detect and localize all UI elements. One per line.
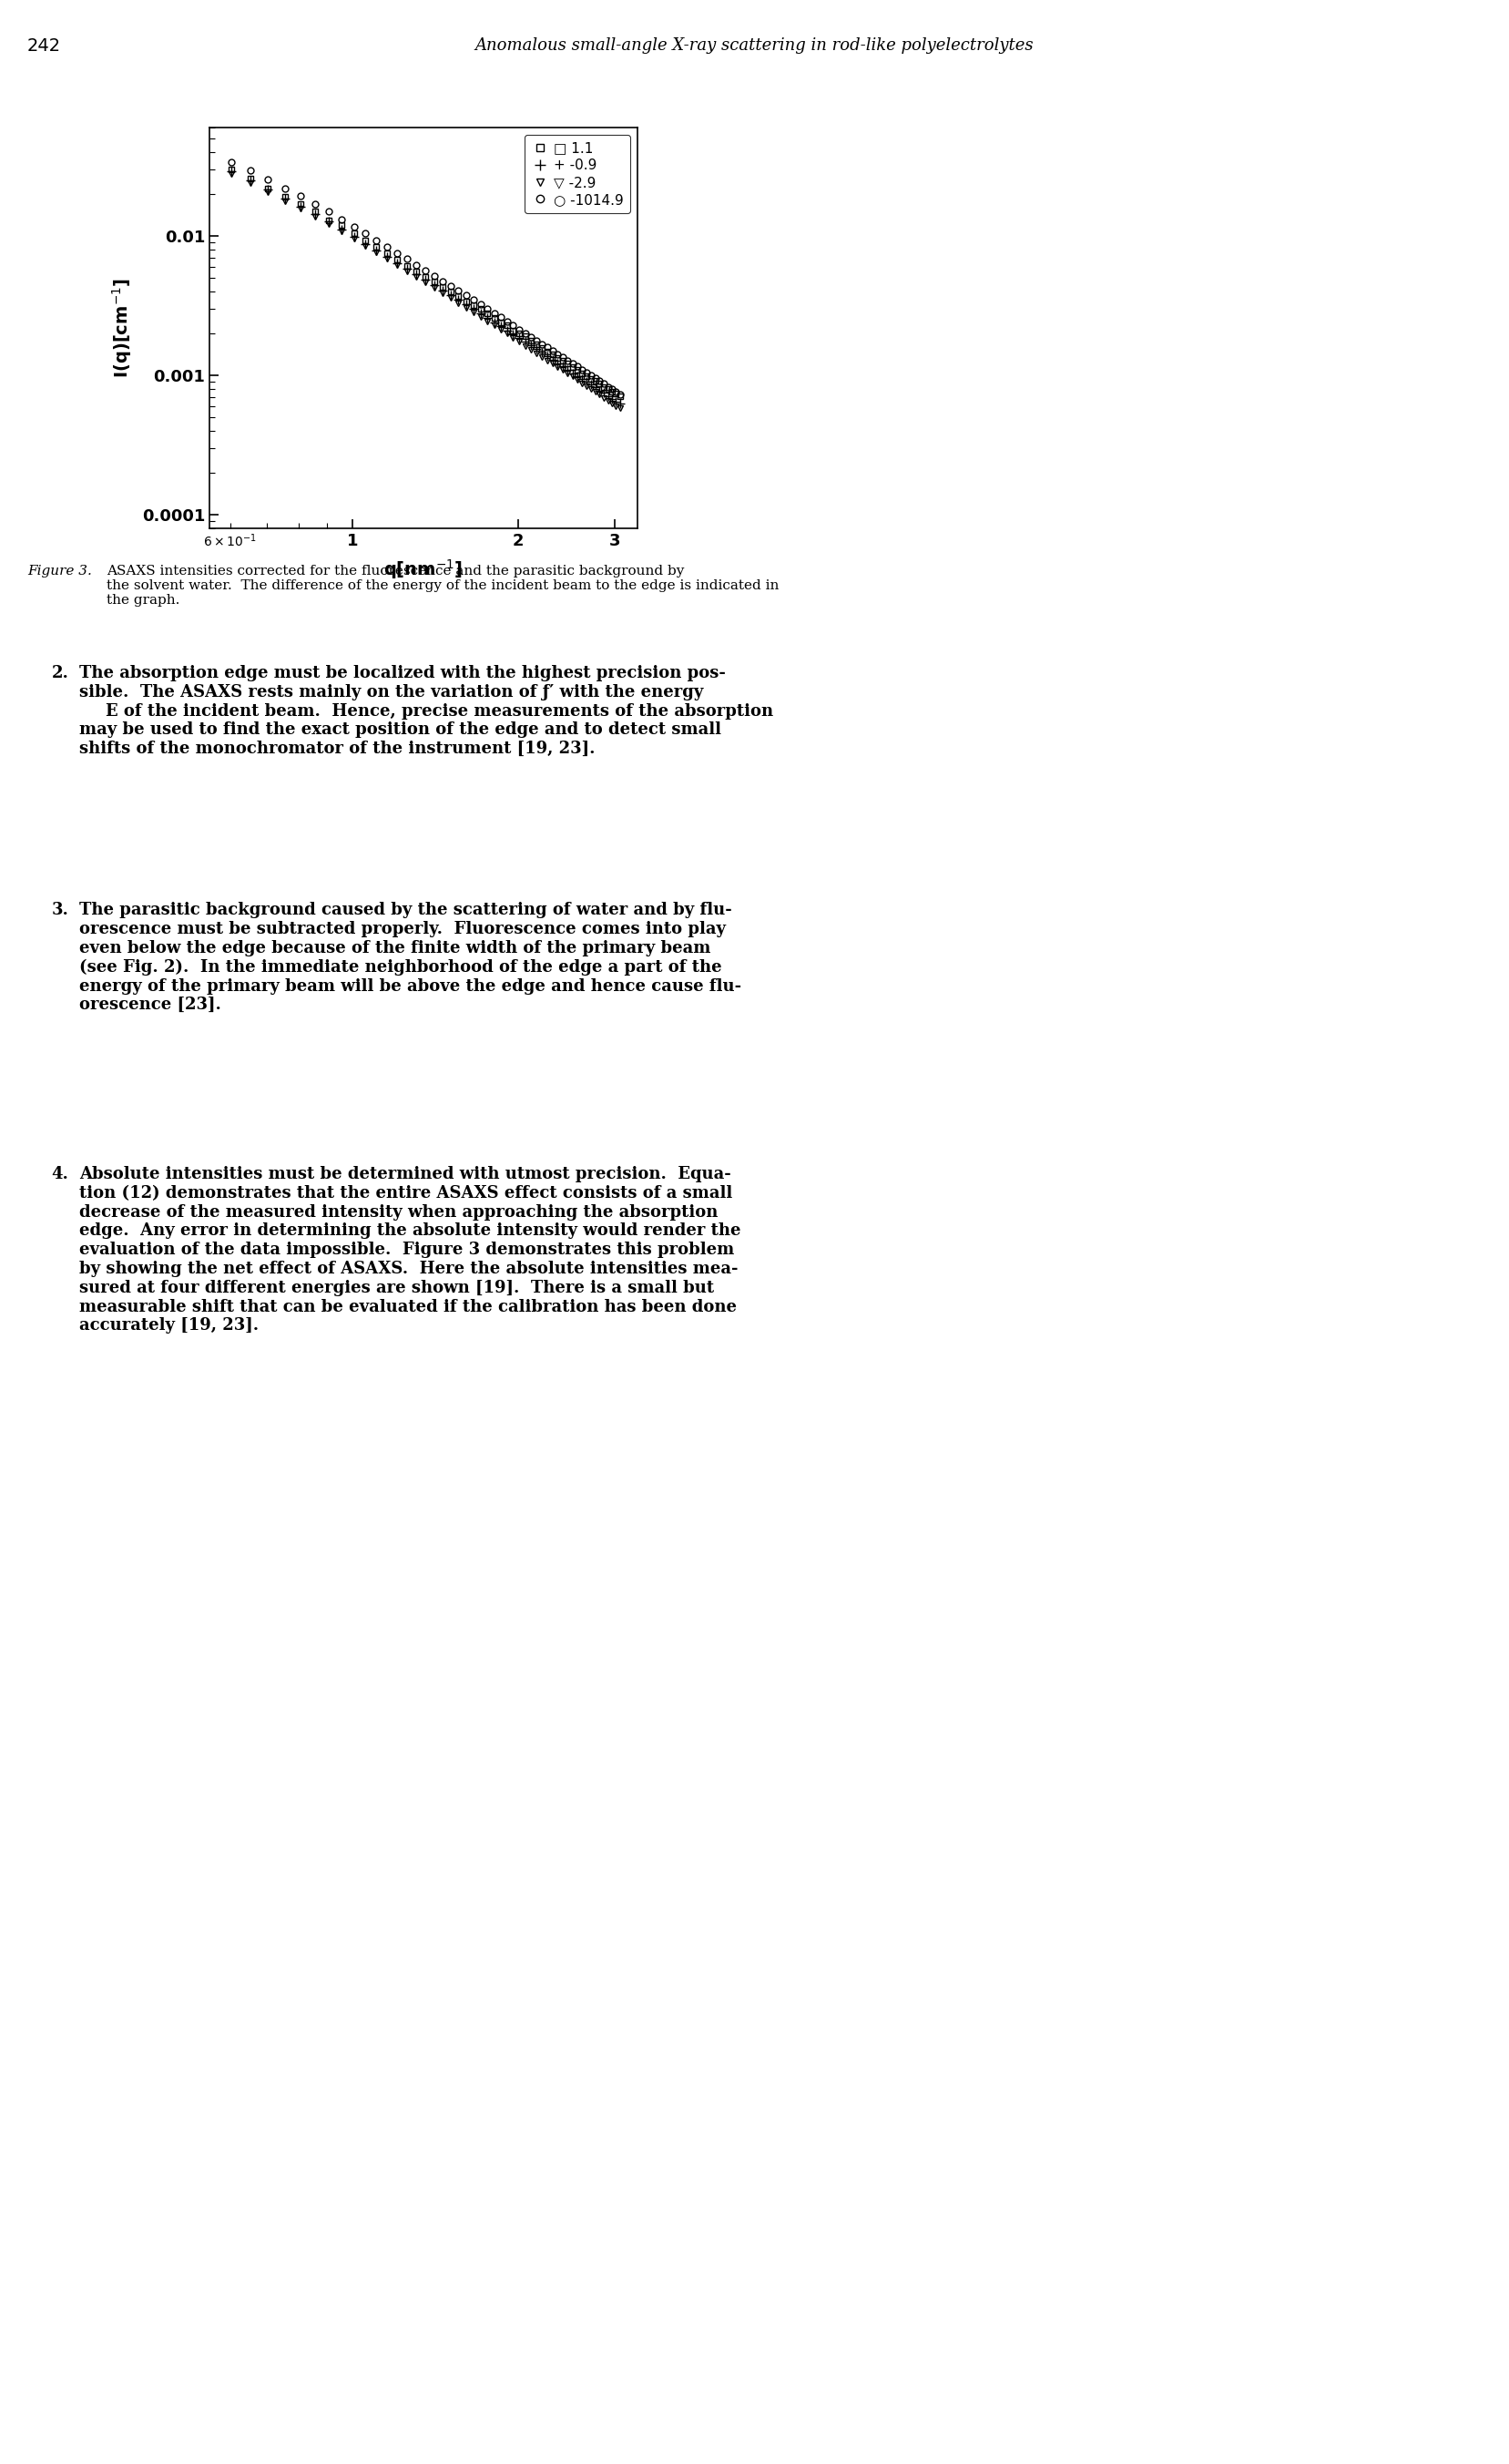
Text: 4.: 4. — [51, 1165, 69, 1183]
Text: Figure 3.: Figure 3. — [27, 564, 92, 577]
Y-axis label: I(q)[cm$^{-1}$]: I(q)[cm$^{-1}$] — [110, 278, 134, 377]
Text: 2.: 2. — [51, 665, 69, 683]
Text: 3.: 3. — [51, 902, 69, 919]
Text: 242: 242 — [27, 37, 62, 54]
X-axis label: q[nm$^{-1}$]: q[nm$^{-1}$] — [383, 557, 463, 582]
Text: The absorption edge must be localized with the highest precision pos-
sible.  Th: The absorption edge must be localized wi… — [80, 665, 773, 756]
Legend: □ 1.1, + -0.9, ▽ -2.9, ○ -1014.9: □ 1.1, + -0.9, ▽ -2.9, ○ -1014.9 — [525, 136, 631, 214]
Text: ASAXS intensities corrected for the fluorescence and the parasitic background by: ASAXS intensities corrected for the fluo… — [107, 564, 779, 606]
Text: Absolute intensities must be determined with utmost precision.  Equa-
tion (12) : Absolute intensities must be determined … — [80, 1165, 741, 1333]
Text: The parasitic background caused by the scattering of water and by flu-
orescence: The parasitic background caused by the s… — [80, 902, 741, 1013]
Text: Anomalous small-angle X-ray scattering in rod-like polyelectrolytes: Anomalous small-angle X-ray scattering i… — [475, 37, 1034, 54]
